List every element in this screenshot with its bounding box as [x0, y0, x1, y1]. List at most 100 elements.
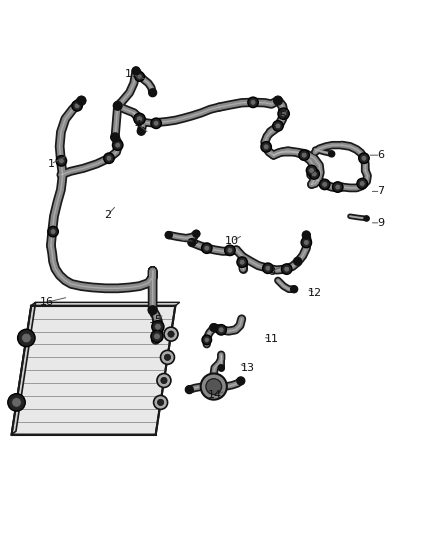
Polygon shape — [12, 302, 35, 434]
Circle shape — [309, 169, 319, 179]
Circle shape — [265, 265, 271, 271]
Circle shape — [357, 179, 367, 189]
Text: 3: 3 — [191, 236, 198, 246]
Circle shape — [188, 239, 196, 246]
Circle shape — [218, 327, 224, 333]
Circle shape — [168, 331, 174, 337]
Circle shape — [74, 103, 80, 109]
Text: 7: 7 — [377, 187, 384, 196]
Circle shape — [290, 286, 297, 293]
Circle shape — [164, 354, 171, 360]
Text: 11: 11 — [265, 334, 279, 344]
Circle shape — [149, 89, 156, 96]
Circle shape — [201, 374, 227, 400]
Text: 1: 1 — [47, 159, 54, 169]
Text: 17: 17 — [125, 69, 139, 79]
Circle shape — [263, 144, 269, 150]
Circle shape — [335, 184, 341, 190]
Circle shape — [135, 72, 145, 82]
Circle shape — [284, 266, 290, 272]
Circle shape — [359, 181, 365, 187]
Circle shape — [274, 96, 283, 105]
Circle shape — [151, 118, 161, 128]
Circle shape — [21, 333, 31, 343]
Circle shape — [227, 247, 233, 253]
Circle shape — [225, 245, 235, 256]
Circle shape — [12, 398, 21, 407]
Circle shape — [202, 335, 212, 345]
Circle shape — [157, 399, 164, 406]
Circle shape — [104, 153, 114, 164]
Circle shape — [137, 74, 142, 79]
Circle shape — [280, 110, 287, 117]
Circle shape — [328, 151, 335, 157]
Circle shape — [185, 386, 193, 393]
Circle shape — [278, 108, 289, 119]
Circle shape — [18, 329, 35, 347]
Circle shape — [155, 324, 161, 330]
Circle shape — [153, 120, 159, 126]
Circle shape — [359, 153, 369, 164]
Circle shape — [332, 182, 343, 192]
Text: 8: 8 — [268, 266, 275, 277]
Circle shape — [206, 379, 222, 394]
Circle shape — [361, 155, 367, 161]
Circle shape — [301, 237, 311, 248]
Circle shape — [239, 259, 245, 265]
Circle shape — [319, 179, 330, 190]
Text: 5: 5 — [279, 111, 286, 121]
Circle shape — [306, 165, 317, 176]
Circle shape — [364, 216, 369, 221]
Circle shape — [204, 337, 209, 343]
Circle shape — [311, 171, 317, 177]
Circle shape — [293, 257, 301, 265]
Circle shape — [201, 243, 212, 253]
Circle shape — [237, 377, 245, 385]
Circle shape — [165, 231, 172, 239]
Circle shape — [154, 395, 168, 409]
Circle shape — [59, 158, 64, 164]
Text: 16: 16 — [39, 297, 53, 308]
Text: 15: 15 — [148, 315, 162, 325]
Circle shape — [304, 240, 309, 245]
Circle shape — [193, 230, 200, 237]
Circle shape — [275, 123, 281, 129]
Circle shape — [263, 263, 273, 273]
Circle shape — [50, 229, 56, 235]
Circle shape — [261, 142, 272, 152]
Text: 6: 6 — [377, 150, 384, 160]
Circle shape — [154, 333, 160, 340]
Circle shape — [136, 116, 143, 122]
Circle shape — [301, 152, 307, 158]
Text: 13: 13 — [240, 363, 254, 373]
Circle shape — [309, 167, 314, 173]
Circle shape — [56, 156, 67, 166]
Circle shape — [106, 155, 112, 161]
Text: 10: 10 — [225, 236, 239, 246]
Circle shape — [322, 182, 328, 187]
Circle shape — [250, 100, 256, 105]
Circle shape — [151, 330, 163, 343]
Circle shape — [152, 321, 164, 333]
Circle shape — [132, 67, 140, 75]
Polygon shape — [31, 302, 180, 306]
Circle shape — [72, 101, 82, 111]
Circle shape — [210, 324, 218, 332]
Circle shape — [138, 127, 145, 135]
Circle shape — [113, 101, 122, 110]
Circle shape — [8, 394, 25, 411]
Circle shape — [48, 227, 58, 237]
Circle shape — [218, 365, 224, 371]
Text: 2: 2 — [104, 210, 111, 220]
Text: 9: 9 — [377, 218, 384, 228]
Circle shape — [302, 231, 310, 239]
Circle shape — [273, 120, 283, 131]
Text: 4: 4 — [134, 119, 142, 130]
Circle shape — [161, 377, 167, 384]
Text: 14: 14 — [208, 390, 222, 400]
Circle shape — [248, 97, 258, 108]
Circle shape — [282, 264, 292, 274]
Circle shape — [115, 142, 120, 148]
Circle shape — [113, 140, 123, 150]
Circle shape — [157, 374, 171, 387]
